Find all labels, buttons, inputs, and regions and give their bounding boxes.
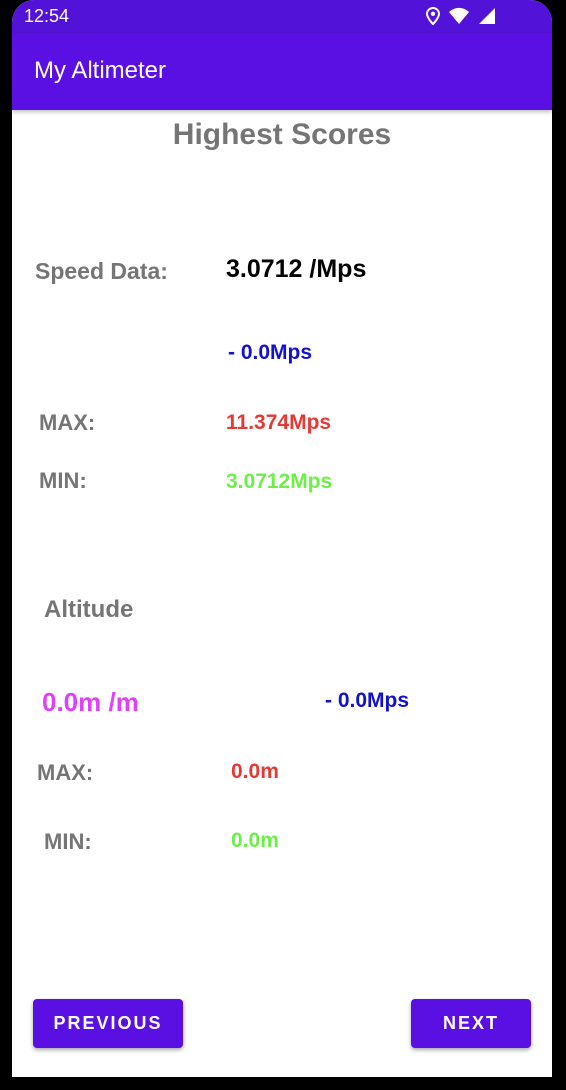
- signal-icon: [478, 7, 496, 25]
- app-title: My Altimeter: [34, 57, 167, 84]
- altitude-min-value: 0.0m: [231, 829, 279, 852]
- status-time: 12:54: [24, 6, 70, 26]
- phone-screen: 12:54: [12, 0, 552, 1077]
- speed-min-label: MIN:: [39, 468, 87, 493]
- altitude-max-label: MAX:: [37, 760, 94, 785]
- location-icon: [426, 7, 440, 25]
- altitude-current-value: 0.0m /m: [42, 687, 139, 717]
- next-button[interactable]: NEXT: [411, 999, 531, 1048]
- speed-min-value: 3.0712Mps: [226, 470, 333, 493]
- previous-button[interactable]: PREVIOUS: [33, 999, 183, 1048]
- wifi-icon: [448, 7, 470, 25]
- status-bar: 12:54: [12, 0, 552, 33]
- app-bar: My Altimeter: [12, 33, 552, 110]
- content-area: Highest Scores Speed Data: 3.0712 /Mps -…: [12, 110, 552, 1077]
- altitude-max-value: 0.0m: [231, 760, 279, 783]
- altitude-delta-value: - 0.0Mps: [325, 689, 410, 712]
- speed-current-value: 3.0712 /Mps: [226, 255, 367, 283]
- speed-label: Speed Data:: [35, 258, 168, 284]
- status-icons: [426, 6, 496, 26]
- altitude-min-label: MIN:: [44, 829, 92, 854]
- speed-max-label: MAX:: [39, 410, 96, 435]
- altitude-label: Altitude: [44, 596, 134, 623]
- page-heading: Highest Scores: [172, 118, 392, 151]
- speed-max-value: 11.374Mps: [226, 411, 332, 434]
- speed-delta-value: - 0.0Mps: [228, 341, 313, 364]
